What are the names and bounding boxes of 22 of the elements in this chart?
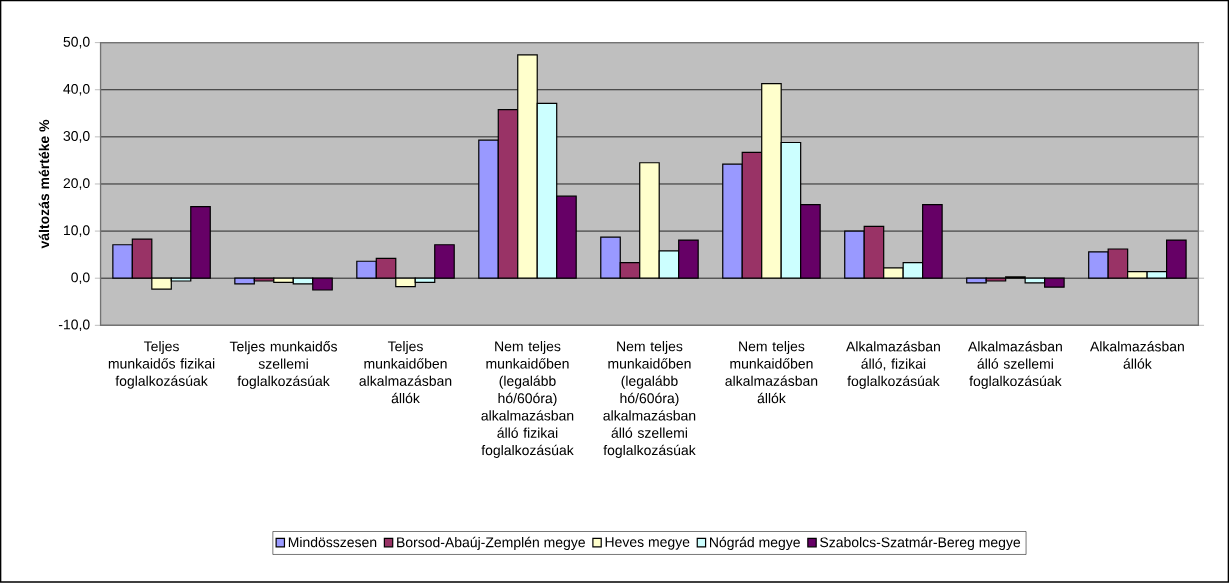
y-axis-title: változás mértéke % [38,120,50,249]
x-tick-label: Alkalmazásban álló szellemi foglalkozásúak [968,341,1062,389]
x-tick-label: Teljes munkaidős szellemi foglalkozásúak [229,341,338,389]
legend-label: Szabolcs-Szatmár-Bereg megye [820,536,1021,551]
x-tick-label: Alkalmazásban állók [1089,341,1184,369]
y-tick-label: 0,0 [71,272,90,285]
x-tick-label: Nem teljes munkaidőben (legalább hó/60óra) alkalmazásban álló szellemi foglalkozásúak [603,341,696,459]
x-tick-label: Nem teljes munkaidőben (legalább hó/60óra) alkalmazásban álló fizikai foglalkozásúak [481,341,574,459]
y-tick-label: 50,0 [63,37,90,49]
x-tick-label: Teljes munkaidőben alkalmazásban állók [359,341,452,404]
y-tick-label: 40,0 [63,84,90,96]
x-tick-label: Alkalmazásban álló, fizikai foglalkozásúak [846,341,940,389]
y-tick-label: -10,0 [58,319,90,332]
legend-label: Heves megye [605,537,690,550]
y-tick-label: 30,0 [63,131,90,143]
legend-label: Borsod-Abaúj-Zemplén megye [397,536,585,551]
legend-label: Mindösszesen [288,537,377,548]
legend-label: Nógrád megye [710,536,800,551]
x-tick-label: Teljes munkaidős fizikai foglalkozásúak [108,341,215,389]
y-tick-label: 10,0 [64,225,90,238]
x-tick-label: Nem teljes munkaidőben alkalmazásban állók [725,341,818,404]
y-tick-label: 20,0 [63,178,90,190]
